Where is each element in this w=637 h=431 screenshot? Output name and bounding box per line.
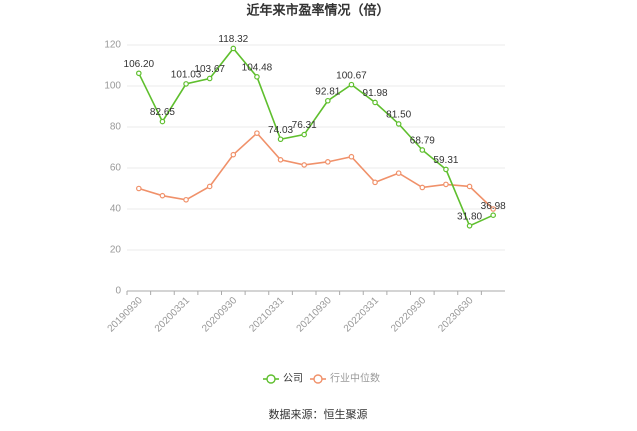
y-tick-label: 80 xyxy=(110,122,122,133)
point xyxy=(301,131,307,138)
data-label: 103.67 xyxy=(194,64,225,75)
legend-label: 公司 xyxy=(283,374,303,385)
data-label: 59.31 xyxy=(433,155,458,166)
source: 数据来源：恒生聚源 xyxy=(269,407,368,421)
data-label: 68.79 xyxy=(410,136,435,147)
point xyxy=(206,75,213,82)
point xyxy=(136,70,142,77)
point xyxy=(490,212,496,218)
data-label: 82.65 xyxy=(150,107,175,118)
data-label: 100.67 xyxy=(336,70,367,81)
legend-label: 行业中位数 xyxy=(330,372,380,385)
data-label: 92.81 xyxy=(315,86,340,97)
x-tick-label: 20220331 xyxy=(342,295,382,335)
point xyxy=(325,97,331,104)
y-tick-label: 40 xyxy=(110,204,122,215)
x-tick-label: 20220930 xyxy=(389,295,429,335)
point xyxy=(277,136,284,143)
data-label: 106.20 xyxy=(124,59,155,70)
legend-marker xyxy=(313,374,323,384)
point xyxy=(159,192,166,199)
x-tick-label: 20190930 xyxy=(106,295,146,335)
point xyxy=(395,121,402,127)
point xyxy=(183,196,189,203)
point xyxy=(230,45,237,52)
y-tick-label: 100 xyxy=(104,81,121,92)
legend-marker xyxy=(266,374,276,384)
point xyxy=(466,183,473,190)
point xyxy=(206,183,213,190)
y-tick-label: 60 xyxy=(110,163,122,174)
data-label: 104.48 xyxy=(242,62,273,73)
x-tick-label: 20200930 xyxy=(200,295,240,335)
chart-title: 近年来市盈率情况（倍） xyxy=(246,2,389,17)
y-tick-label: 0 xyxy=(115,286,121,297)
series-line xyxy=(138,47,494,227)
point xyxy=(254,130,260,136)
x-tick-label: 20230630 xyxy=(436,295,476,335)
data-label: 74.03 xyxy=(268,125,293,136)
point xyxy=(277,157,284,163)
point xyxy=(419,184,426,191)
data-label: 76.31 xyxy=(292,120,317,131)
point xyxy=(490,206,496,212)
point xyxy=(348,81,355,88)
point xyxy=(301,162,307,168)
point xyxy=(136,185,142,192)
point xyxy=(372,179,378,186)
y-tick-label: 120 xyxy=(104,40,121,51)
point xyxy=(395,170,402,176)
series-line xyxy=(138,132,494,210)
point xyxy=(159,118,166,125)
y-tick-label: 20 xyxy=(110,245,122,256)
x-tick-label: 20200331 xyxy=(153,295,193,335)
x-tick-label: 20210331 xyxy=(247,295,287,335)
point xyxy=(183,81,189,87)
data-label: 118.32 xyxy=(218,34,248,45)
point xyxy=(325,159,331,165)
data-label: 91.98 xyxy=(363,88,388,99)
data-label: 101.03 xyxy=(171,70,202,81)
x-tick-label: 20210930 xyxy=(295,295,335,335)
point xyxy=(254,74,260,80)
data-label: 81.50 xyxy=(386,110,411,121)
data-label: 36.98 xyxy=(481,201,506,212)
point xyxy=(443,181,449,188)
point xyxy=(419,147,426,153)
data-label: 31.80 xyxy=(457,211,482,222)
point xyxy=(348,153,355,160)
point xyxy=(443,166,449,173)
point xyxy=(230,151,237,158)
point xyxy=(466,223,473,229)
point xyxy=(372,99,378,106)
